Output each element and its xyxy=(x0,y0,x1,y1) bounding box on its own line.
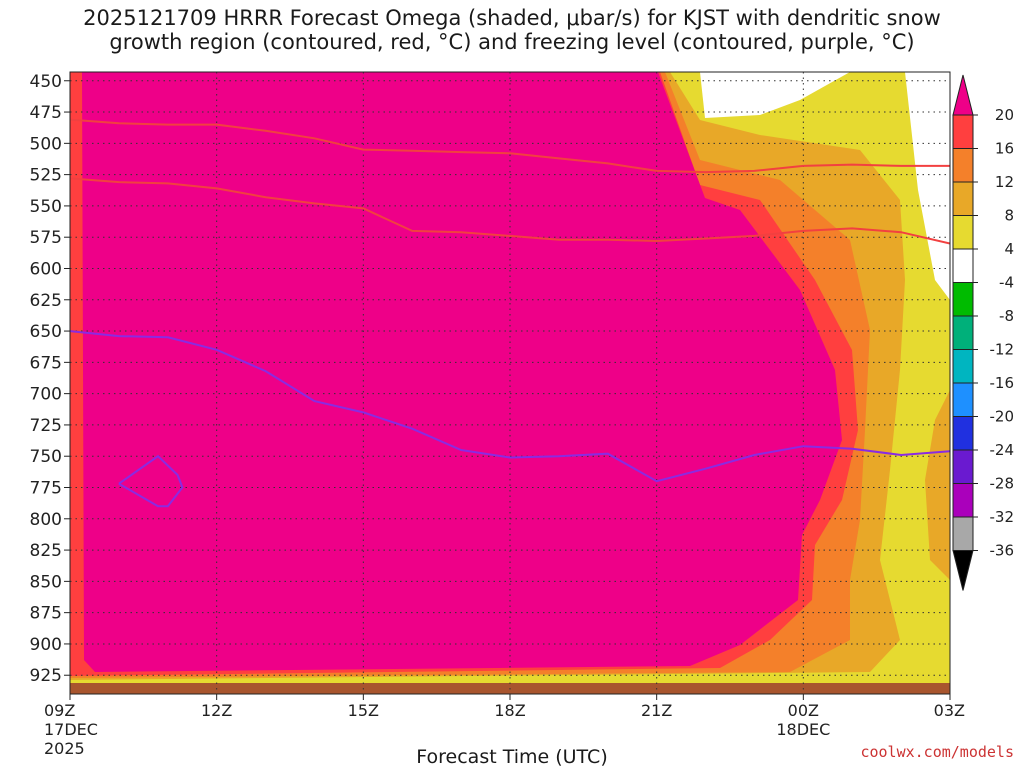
colorbar-label: 16 xyxy=(995,140,1014,158)
y-axis: 450 475 500 525 550 575 600 625 650 675 700 725 750 7… xyxy=(30,72,70,686)
dgz-contour-upper xyxy=(70,118,950,174)
x-tick-date: 17DEC xyxy=(44,720,98,739)
y-tick-label: 450 xyxy=(30,72,62,92)
title-line-1: 2025121709 HRRR Forecast Omega (shaded, … xyxy=(83,6,941,30)
x-tick-date: 18DEC xyxy=(776,720,830,739)
colorbar-segment xyxy=(952,483,974,518)
omega-clear-corner xyxy=(700,72,850,118)
freezing-level-loop xyxy=(118,454,184,508)
chart-title: 2025121709 HRRR Forecast Omega (shaded, … xyxy=(0,6,1024,54)
colorbar-segment xyxy=(952,449,974,484)
credit-link[interactable]: coolwx.com/models xyxy=(860,743,1014,761)
dgz-contour-lower xyxy=(70,177,950,245)
colorbar-label: -32 xyxy=(990,508,1015,526)
colorbar-label: 4 xyxy=(1004,240,1014,258)
x-tick-label: 18Z xyxy=(494,701,525,720)
y-tick-label: 475 xyxy=(30,103,62,123)
y-tick-label: 675 xyxy=(30,353,62,373)
colorbar-label: -12 xyxy=(990,341,1015,359)
y-tick-label: 875 xyxy=(30,604,62,624)
colorbar-segment xyxy=(952,382,974,417)
y-tick-label: 725 xyxy=(30,416,62,436)
colorbar-segment xyxy=(952,315,974,350)
colorbar-label: -16 xyxy=(990,374,1015,392)
y-tick-label: 575 xyxy=(30,228,62,248)
y-tick-label: 750 xyxy=(30,447,62,467)
y-tick-label: 625 xyxy=(30,291,62,311)
omega-clear-top-right xyxy=(700,72,950,300)
colorbar-segment xyxy=(952,114,974,149)
x-tick-label: 00Z xyxy=(788,701,819,720)
colorbar-label: -36 xyxy=(990,542,1015,560)
y-tick-label: 525 xyxy=(30,166,62,186)
colorbar-top-arrow xyxy=(952,74,974,116)
colorbar-label: -8 xyxy=(999,307,1014,325)
colorbar-segment xyxy=(952,215,974,250)
x-tick-label: 12Z xyxy=(201,701,232,720)
omega-band-8-12-right xyxy=(925,390,950,580)
x-tick-label: 09Z xyxy=(44,701,75,720)
colorbar-label: 12 xyxy=(995,173,1014,191)
colorbar-label: -24 xyxy=(990,441,1015,459)
colorbar-segment xyxy=(952,248,974,283)
colorbar-segment xyxy=(952,148,974,183)
x-tick-label: 21Z xyxy=(641,701,672,720)
colorbar-label: -20 xyxy=(990,408,1015,426)
y-tick-label: 500 xyxy=(30,134,62,154)
grid xyxy=(69,72,951,694)
y-tick-label: 550 xyxy=(30,197,62,217)
colorbar-label: -4 xyxy=(999,274,1014,292)
y-tick-label: 900 xyxy=(30,635,62,655)
colorbar: 20 16 12 8 4 -4 -8 -12 -16 -20 -24 -28 -32 -36 xyxy=(952,74,1015,591)
colorbar-label: 20 xyxy=(995,106,1014,124)
x-tick-label: 15Z xyxy=(348,701,379,720)
y-tick-label: 775 xyxy=(30,479,62,499)
colorbar-segment xyxy=(952,516,974,551)
contours xyxy=(70,118,950,508)
y-tick-label: 700 xyxy=(30,385,62,405)
colorbar-segment xyxy=(952,416,974,451)
y-tick-label: 850 xyxy=(30,572,62,592)
x-tick-label: 03Z xyxy=(934,701,965,720)
x-axis-label: Forecast Time (UTC) xyxy=(416,746,608,768)
y-tick-label: 600 xyxy=(30,259,62,279)
colorbar-segment xyxy=(952,181,974,216)
omega-band-over-20 xyxy=(82,72,842,672)
colorbar-segment xyxy=(952,282,974,317)
colorbar-segment xyxy=(952,349,974,384)
colorbar-label: -28 xyxy=(990,475,1015,493)
y-tick-label: 925 xyxy=(30,666,62,686)
omega-shading xyxy=(70,72,950,694)
y-tick-label: 650 xyxy=(30,322,62,342)
y-tick-label: 825 xyxy=(30,541,62,561)
x-tick-year: 2025 xyxy=(44,739,85,758)
y-tick-label: 800 xyxy=(30,510,62,530)
title-line-2: growth region (contoured, red, °C) and f… xyxy=(109,30,915,54)
freezing-level-contour xyxy=(70,330,950,483)
colorbar-label: 8 xyxy=(1004,207,1014,225)
colorbar-bottom-arrow xyxy=(952,550,974,591)
